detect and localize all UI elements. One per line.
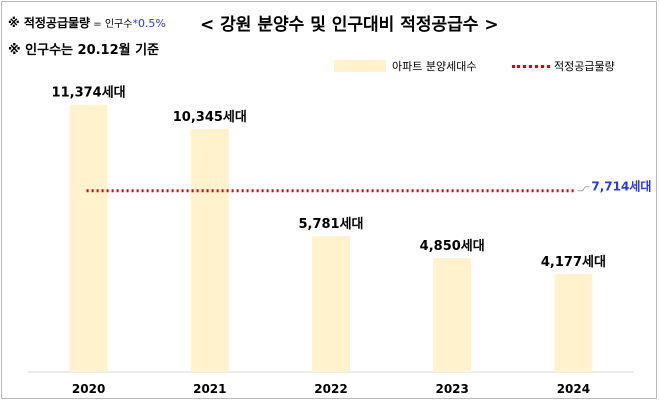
legend-bar-swatch [334, 60, 386, 72]
bar-label-2020: 11,374세대 [52, 86, 126, 101]
supply-label-leader [577, 186, 590, 192]
chart-title: < 강원 분양수 및 인구대비 적정공급수 > [200, 15, 499, 35]
bars-group [69, 104, 593, 372]
x-tick-2021: 2021 [193, 382, 226, 396]
x-ticks-group: 2020 2021 2022 2023 2024 [72, 382, 590, 396]
bar-label-2021: 10,345세대 [173, 110, 247, 125]
x-tick-2020: 2020 [72, 382, 105, 396]
note-supply-formula: ※ 적정공급물량 = 인구수*0.5% [8, 14, 166, 31]
x-tick-2022: 2022 [314, 382, 347, 396]
note-supply-eq: = 인구수 [90, 19, 133, 30]
legend-line-swatch [512, 65, 550, 68]
bar-label-2023: 4,850세대 [420, 239, 485, 254]
bar-label-2022: 5,781세대 [298, 217, 363, 232]
note-supply-prefix: ※ 적정공급물량 [8, 16, 91, 30]
legend-line-label: 적정공급물량 [554, 60, 615, 73]
bar-2023 [433, 258, 472, 372]
bar-2020 [69, 104, 108, 372]
bar-2022 [312, 236, 350, 372]
bar-2021 [190, 128, 229, 372]
x-tick-2024: 2024 [557, 382, 590, 396]
bar-2024 [554, 273, 593, 372]
x-tick-2023: 2023 [435, 382, 468, 396]
note-population-basis: ※ 인구수는 20.12월 기준 [8, 43, 160, 58]
legend-bar-label: 아파트 분양세대수 [392, 60, 477, 73]
supply-line-label: 7,714세대 [591, 179, 651, 194]
bar-label-2024: 4,177세대 [541, 255, 606, 270]
bar-labels-group: 11,374세대 10,345세대 5,781세대 4,850세대 4,177세대 [52, 86, 606, 270]
note-supply-rate: *0.5% [132, 17, 166, 30]
